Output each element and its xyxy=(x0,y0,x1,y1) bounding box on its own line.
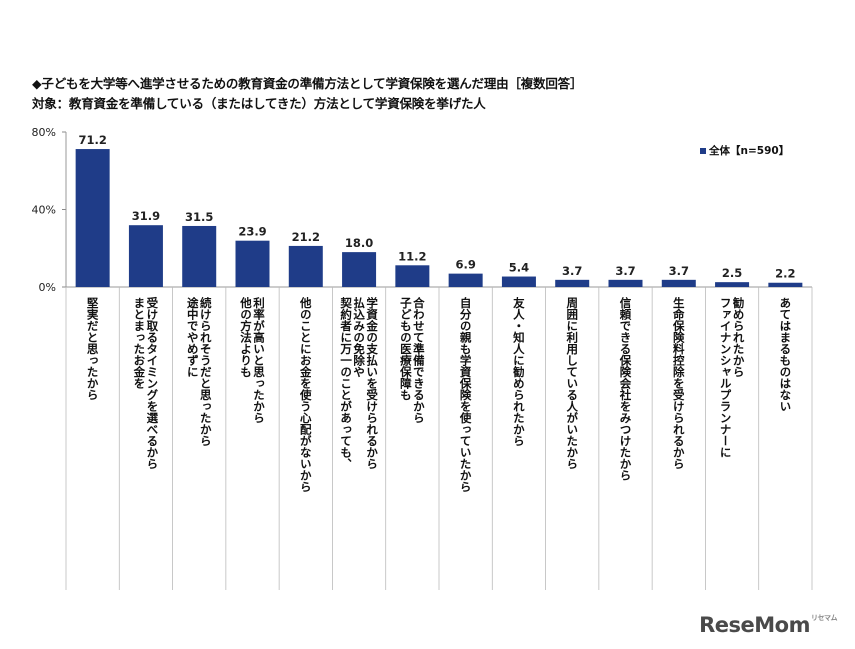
category-label: 契約者に万一のことがあっても、 xyxy=(339,296,353,469)
bar xyxy=(342,252,377,287)
category-label: ファイナンシャルプランナーに xyxy=(719,297,733,458)
bar-data-label: 31.9 xyxy=(132,209,160,223)
bar xyxy=(75,149,110,287)
category-label: 生命保険料控除を受けられるから xyxy=(672,296,686,469)
chart-title-block: ◆子どもを大学等へ進学させるための教育資金の準備方法として学資保険を選んだ理由［… xyxy=(32,74,582,114)
category-label: 子どもの医療保障も xyxy=(399,297,413,401)
category-label: 他の方法よりも xyxy=(239,296,253,378)
category-label: 途中でやめずに xyxy=(186,296,200,377)
bar-data-label: 6.9 xyxy=(455,258,475,272)
bar-data-label: 11.2 xyxy=(398,249,426,263)
y-tick-label: 40% xyxy=(32,204,56,217)
bar xyxy=(235,240,270,287)
bar-data-label: 3.7 xyxy=(669,264,689,278)
category-label: 合わせて準備できるから xyxy=(412,296,426,423)
category-label: 友人・知人に勧められたから xyxy=(512,296,526,446)
watermark-small-text: リセマム xyxy=(811,614,838,622)
category-label: 堅実だと思ったから xyxy=(86,297,100,401)
bar xyxy=(288,245,323,287)
bar xyxy=(715,282,750,287)
category-label: 続けられそうだと思ったから xyxy=(199,296,213,446)
category-label: 自分の親も学資保険を使っていたから xyxy=(459,296,473,492)
bar-data-label: 23.9 xyxy=(238,225,266,239)
chart-subtitle: 対象：教育資金を準備している（またはしてきた）方法として学資保険を挙げた人 xyxy=(32,96,486,111)
category-label: 周囲に利用している人がいたから xyxy=(565,296,579,469)
category-label: あてはまるものはない xyxy=(778,297,792,412)
category-label: 受け取るタイミングを選べるから xyxy=(145,296,159,469)
category-label: 勧められたから xyxy=(732,296,746,377)
bar xyxy=(555,279,590,287)
bar xyxy=(128,225,163,287)
bar-data-label: 2.2 xyxy=(775,267,795,281)
category-label: 利率が高いと思ったから xyxy=(252,296,266,423)
bar-data-label: 18.0 xyxy=(345,236,373,250)
bar xyxy=(182,225,217,287)
bar-data-label: 31.5 xyxy=(185,210,213,224)
bar-data-label: 2.5 xyxy=(722,266,742,280)
category-label: 信頼できる保険会社をみつけたから xyxy=(619,296,633,481)
category-label: 他のことにお金を使う心配がないから xyxy=(299,296,313,492)
bar xyxy=(395,265,430,287)
category-label: 学資金の支払いを受けられるから xyxy=(365,296,379,469)
bar xyxy=(448,273,483,287)
bar-data-label: 71.2 xyxy=(78,133,106,147)
legend-swatch xyxy=(700,148,706,154)
bar xyxy=(661,279,696,287)
legend-label: 全体【n=590】 xyxy=(708,144,789,157)
bar-data-label: 5.4 xyxy=(509,261,529,275)
bar xyxy=(501,276,536,287)
bar xyxy=(768,282,803,287)
category-label: まとまったお金を xyxy=(132,297,146,390)
resemom-logo: ReseMomリセマム xyxy=(699,613,837,637)
y-tick-label: 0% xyxy=(39,281,56,294)
watermark-text: ReseMom xyxy=(699,613,810,637)
bar-data-label: 21.2 xyxy=(292,230,320,244)
bar-data-label: 3.7 xyxy=(562,264,582,278)
bar-data-label: 3.7 xyxy=(615,264,635,278)
category-label: 払込みの免除や xyxy=(352,296,366,377)
chart-title: ◆子どもを大学等へ進学させるための教育資金の準備方法として学資保険を選んだ理由［… xyxy=(32,76,583,91)
bar xyxy=(608,279,643,287)
y-tick-label: 80% xyxy=(32,126,56,139)
